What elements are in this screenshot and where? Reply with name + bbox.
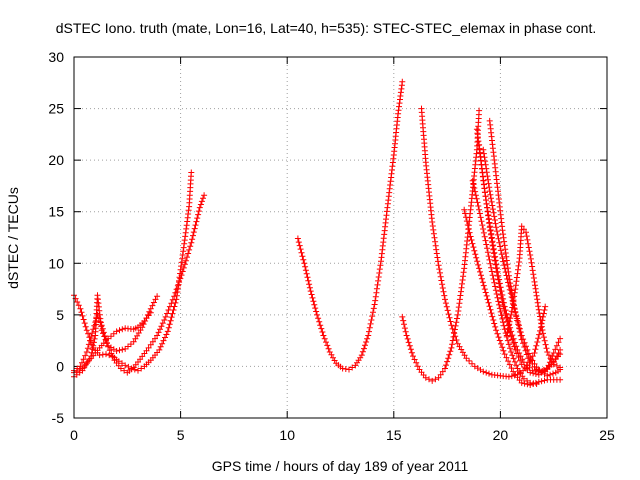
y-tick-label: 30 <box>48 49 64 65</box>
series-5 <box>294 78 406 373</box>
chart-title: dSTEC Iono. truth (mate, Lon=16, Lat=40,… <box>56 20 596 36</box>
series-markers <box>294 78 406 373</box>
series-14 <box>503 223 564 371</box>
series-markers <box>418 105 549 380</box>
series-13 <box>480 146 564 379</box>
y-tick-label: 25 <box>48 101 64 117</box>
x-tick-label: 10 <box>279 427 295 443</box>
tick-labels: 0 5 10 15 20 25 -5 0 5 10 15 20 25 30 <box>48 49 615 443</box>
series-markers <box>503 223 564 371</box>
series-markers <box>399 107 483 384</box>
x-tick-label: 5 <box>177 427 185 443</box>
series-markers <box>476 141 564 375</box>
y-tick-label: 10 <box>48 255 64 271</box>
y-tick-label: 0 <box>56 358 64 374</box>
x-tick-label: 20 <box>493 427 509 443</box>
series-markers <box>480 146 564 379</box>
series-6 <box>399 107 483 384</box>
x-tick-label: 0 <box>70 427 78 443</box>
series-markers <box>461 206 564 388</box>
series-7 <box>418 105 549 380</box>
series-1 <box>71 169 195 374</box>
series-12 <box>469 177 540 387</box>
y-tick-label: 5 <box>56 307 64 323</box>
series-markers <box>71 169 195 374</box>
series-markers <box>469 177 540 387</box>
y-tick-label: -5 <box>52 410 65 426</box>
x-axis-label: GPS time / hours of day 189 of year 2011 <box>212 458 469 474</box>
data-points <box>71 78 564 388</box>
series-10 <box>476 141 564 375</box>
y-axis-label: dSTEC / TECUs <box>5 187 21 289</box>
series-8 <box>461 206 564 388</box>
x-tick-label: 15 <box>386 427 402 443</box>
plot-frame <box>73 56 608 419</box>
x-tick-label: 25 <box>599 427 615 443</box>
y-tick-label: 20 <box>48 152 64 168</box>
y-tick-label: 15 <box>48 204 64 220</box>
